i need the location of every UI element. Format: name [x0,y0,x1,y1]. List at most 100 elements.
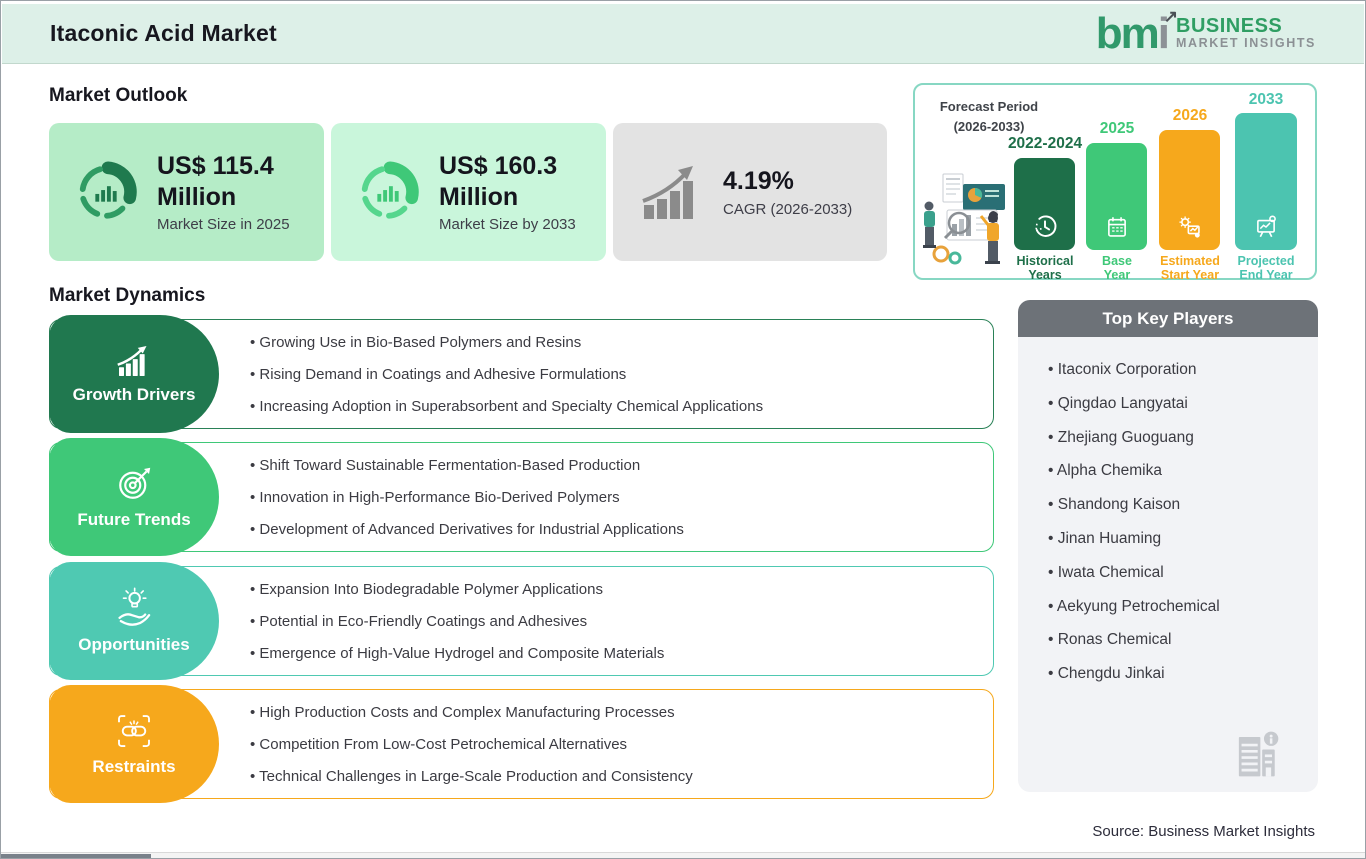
key-players-body: Itaconix Corporation Qingdao Langyatai Z… [1018,337,1318,792]
stat-text: US$ 160.3 Million Market Size by 2033 [439,151,576,234]
stat-value: US$ 160.3 [439,151,558,180]
stat-value: US$ 115.4 [157,151,274,180]
bullet-item: Technical Challenges in Large-Scale Prod… [250,760,973,792]
forecast-title-line1: Forecast Period [939,99,1039,114]
forecast-year-label: 2033 [1248,91,1284,108]
restraints-label-block: Restraints [49,685,219,803]
target-icon [119,467,151,499]
bullet-list: Expansion Into Biodegradable Polymer App… [250,567,973,675]
scrollbar-thumb[interactable] [1,854,151,858]
logo-business: BUSINESS [1176,15,1283,38]
key-player-item: Qingdao Langyatai [1048,395,1308,413]
page-title: Itaconic Acid Market [50,20,277,46]
key-players-heading: Top Key Players [1018,300,1318,337]
gear-chart-icon [1178,216,1200,238]
presentation-chart-icon [1257,215,1276,238]
bullet-item: Increasing Adoption in Superabsorbent an… [250,390,973,422]
logo-mark-i: i [1157,8,1170,58]
clock-history-icon [1034,215,1056,237]
stat-text: US$ 115.4 Million Market Size in 2025 [157,151,290,234]
forecast-bar-estimated [1159,130,1220,250]
bulb-hand-icon [118,587,151,626]
bmi-logo-icon: bmi ↗ [1096,8,1178,58]
horizontal-scrollbar[interactable] [1,852,1365,858]
future-trends-label-block: Future Trends [49,438,219,556]
key-players-panel: Top Key Players Itaconix Corporation Qin… [1018,300,1318,792]
stat-caption: CAGR (2026-2033) [723,200,853,218]
forecast-bar-label-line2: Years [1028,268,1062,283]
chain-link-icon [118,715,150,747]
forecast-bar-projected [1235,113,1297,250]
bullet-item: High Production Costs and Complex Manufa… [250,696,973,728]
bullet-item: Potential in Eco-Friendly Coatings and A… [250,605,973,637]
donut-chart-icon [79,161,137,219]
opportunities-label-block: Opportunities [49,562,219,680]
key-player-item: Shandong Kaison [1048,496,1308,514]
forecast-bar-historical [1014,158,1075,250]
forecast-period-panel: Forecast Period (2026-2033) [913,83,1317,283]
dynamics-row-label: Growth Drivers [72,385,196,404]
forecast-bar-label-line2: Year [1103,268,1131,283]
growth-bars-icon [642,166,693,219]
logo-text: BUSINESS MARKET INSIGHTS [1176,16,1316,50]
dynamics-row-opportunities: Expansion Into Biodegradable Polymer App… [49,562,994,680]
dynamics-row-label: Future Trends [77,510,191,529]
key-player-item: Iwata Chemical [1048,564,1308,582]
key-player-item: Itaconix Corporation [1048,361,1308,379]
stat-caption: Market Size by 2033 [439,216,576,234]
forecast-bar-label-line1: Projected [1237,254,1295,268]
bullet-list: Shift Toward Sustainable Fermentation-Ba… [250,443,973,551]
bullet-list: High Production Costs and Complex Manufa… [250,690,973,798]
calendar-icon [1107,217,1126,237]
dynamics-row-label: Opportunities [78,635,190,654]
bullet-item: Development of Advanced Derivatives for … [250,513,973,545]
logo-arrow-icon: ↗ [1163,6,1179,26]
forecast-bar-label: Projected End Year [1221,254,1311,283]
forecast-year-label: 2025 [1099,120,1135,137]
key-player-item: Ronas Chemical [1048,631,1308,649]
market-dynamics-heading: Market Dynamics [49,285,206,306]
analysts-illustration [923,173,1005,265]
key-player-item: Chengdu Jinkai [1048,665,1308,683]
bullet-item: Rising Demand in Coatings and Adhesive F… [250,358,973,390]
dynamics-row-label: Restraints [92,757,176,776]
stat-card-cagr: 4.19% CAGR (2026-2033) [613,123,887,261]
growth-chart-icon [117,346,147,376]
key-player-item: Aekyung Petrochemical [1048,598,1308,616]
stat-card-market-size-2025: US$ 115.4 Million Market Size in 2025 [49,123,324,261]
forecast-bar-label-line1: Estimated [1160,254,1220,268]
forecast-bar-base [1086,143,1147,250]
forecast-bar-label: Base Year [1072,254,1162,283]
market-outlook-heading: Market Outlook [49,85,188,106]
growth-drivers-label-block: Growth Drivers [49,315,219,433]
donut-chart-icon [361,161,419,219]
dynamics-row-future-trends: Shift Toward Sustainable Fermentation-Ba… [49,438,994,556]
stat-value: 4.19% [723,167,794,196]
bullet-item: Growing Use in Bio-Based Polymers and Re… [250,326,973,358]
bullet-item: Competition From Low-Cost Petrochemical … [250,728,973,760]
bullet-item: Shift Toward Sustainable Fermentation-Ba… [250,449,973,481]
stat-unit: Million [157,183,237,211]
stat-card-market-size-2033: US$ 160.3 Million Market Size by 2033 [331,123,606,261]
forecast-bar-label-line1: Base [1102,254,1132,268]
brand-logo: bmi ↗ BUSINESS MARKET INSIGHTS [1096,8,1316,58]
building-info-icon [1238,731,1279,777]
header: Itaconic Acid Market bmi ↗ BUSINESS MARK… [2,4,1364,64]
forecast-bar-label-line2: Start Year [1160,268,1220,283]
bullet-list: Growing Use in Bio-Based Polymers and Re… [250,320,973,428]
source-text: Source: Business Market Insights [1092,823,1315,840]
forecast-bar-label-line1: Historical [1016,254,1074,268]
stat-caption: Market Size in 2025 [157,216,290,234]
dynamics-row-restraints: High Production Costs and Complex Manufa… [49,685,994,803]
stat-text: 4.19% CAGR (2026-2033) [723,166,852,217]
bullet-item: Emergence of High-Value Hydrogel and Com… [250,637,973,669]
forecast-bar-label: Estimated Start Year [1145,254,1235,283]
logo-market-insights: MARKET INSIGHTS [1176,36,1316,51]
forecast-year-label: 2026 [1172,107,1208,124]
dynamics-row-growth-drivers: Growing Use in Bio-Based Polymers and Re… [49,315,994,433]
forecast-bar-label: Historical Years [1000,254,1090,283]
forecast-period-title: Forecast Period (2026-2033) [925,97,1053,136]
stat-unit: Million [439,183,519,211]
key-players-list: Itaconix Corporation Qingdao Langyatai Z… [1048,361,1308,683]
